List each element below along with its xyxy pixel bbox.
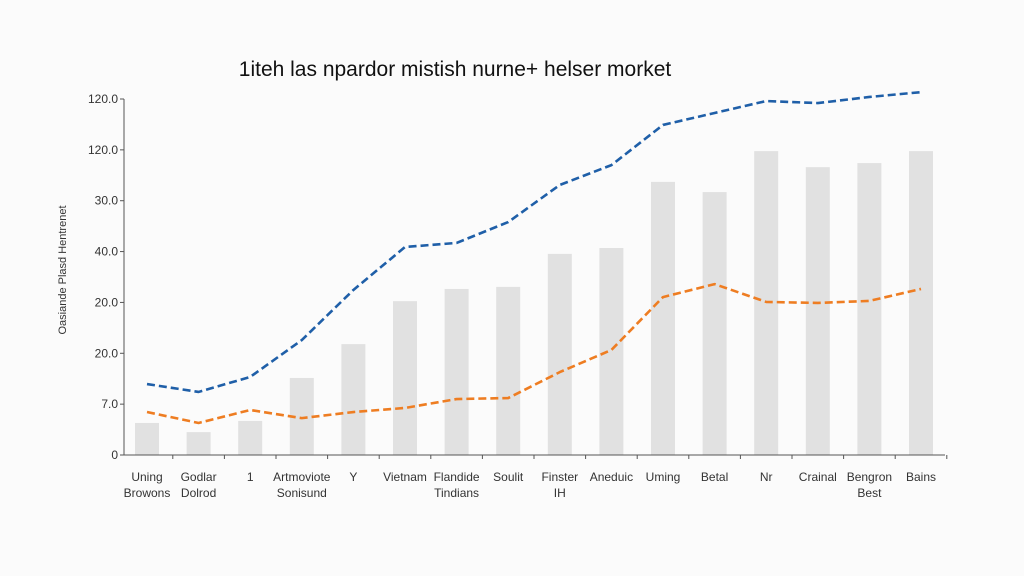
bar	[444, 288, 469, 455]
bar	[186, 432, 211, 455]
blue-line	[146, 90, 922, 394]
bar	[805, 167, 830, 456]
x-tick-label: Betal	[701, 470, 728, 484]
bar	[135, 422, 159, 455]
bar	[393, 301, 417, 455]
bar	[599, 248, 624, 455]
y-tick-label: 20.0	[95, 295, 119, 309]
bar	[496, 286, 521, 455]
x-tick-label: Crainal	[799, 470, 837, 484]
y-tick-label: 20.0	[95, 346, 119, 360]
x-tick-label: Bengron	[847, 470, 892, 484]
x-tick-label: Nr	[760, 470, 773, 484]
bar	[909, 151, 933, 455]
y-tick-label: 40.0	[95, 245, 119, 259]
x-tick-label: Artmoviote	[273, 470, 331, 484]
bar	[857, 163, 882, 455]
bar	[702, 192, 727, 455]
y-tick-label: 30.0	[95, 194, 119, 208]
x-tick-label: Best	[857, 486, 882, 500]
y-tick-label: 120.0	[88, 92, 118, 106]
x-tick-label: Y	[349, 470, 357, 484]
x-tick-label: IH	[554, 486, 566, 500]
bar	[651, 181, 675, 455]
x-tick-label: Uming	[646, 470, 681, 484]
y-tick-label: 0	[111, 448, 118, 462]
x-tick-label: Finster	[541, 470, 578, 484]
bar	[238, 420, 263, 455]
x-tick-label: Uning	[131, 470, 162, 484]
x-tick-label: Vietnam	[383, 470, 427, 484]
y-tick-label: 120.0	[88, 143, 118, 157]
orange-line	[146, 282, 922, 425]
x-tick-label: 1	[247, 470, 254, 484]
bar	[547, 253, 572, 455]
x-tick-label: Sonisund	[277, 486, 327, 500]
x-tick-label: Aneduic	[590, 470, 633, 484]
bar	[341, 344, 366, 455]
x-tick-label: Soulit	[493, 470, 524, 484]
x-tick-label: Browons	[124, 486, 171, 500]
y-tick-label: 7.0	[101, 397, 118, 411]
x-tick-label: Godlar	[181, 470, 217, 484]
x-tick-label: Dolrod	[181, 486, 216, 500]
y-axis-label: Oasiande Plasd Hentrenet	[57, 205, 69, 334]
x-tick-label: Flandide	[434, 470, 480, 484]
x-tick-label: Tindians	[434, 486, 479, 500]
x-tick-label: Bains	[906, 470, 936, 484]
chart-title: 1iteh las npardor mistish nurne+ helser …	[239, 58, 672, 81]
